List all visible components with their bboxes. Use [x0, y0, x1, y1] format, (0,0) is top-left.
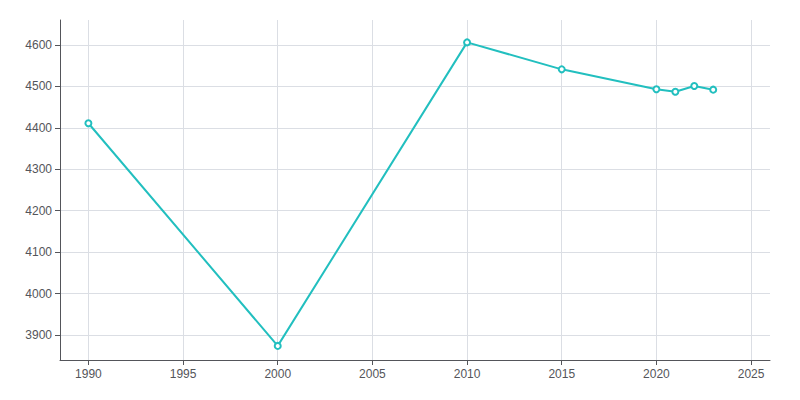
svg-text:2015: 2015 [548, 367, 575, 381]
svg-text:2025: 2025 [738, 367, 765, 381]
svg-text:2010: 2010 [454, 367, 481, 381]
svg-text:2005: 2005 [359, 367, 386, 381]
svg-text:4600: 4600 [25, 38, 52, 52]
svg-text:4400: 4400 [25, 121, 52, 135]
svg-text:4500: 4500 [25, 79, 52, 93]
svg-text:2020: 2020 [643, 367, 670, 381]
svg-text:3900: 3900 [25, 328, 52, 342]
svg-text:2000: 2000 [264, 367, 291, 381]
svg-text:4000: 4000 [25, 287, 52, 301]
svg-text:4200: 4200 [25, 204, 52, 218]
svg-text:1990: 1990 [75, 367, 102, 381]
svg-text:4100: 4100 [25, 245, 52, 259]
svg-text:4300: 4300 [25, 162, 52, 176]
svg-text:1995: 1995 [170, 367, 197, 381]
